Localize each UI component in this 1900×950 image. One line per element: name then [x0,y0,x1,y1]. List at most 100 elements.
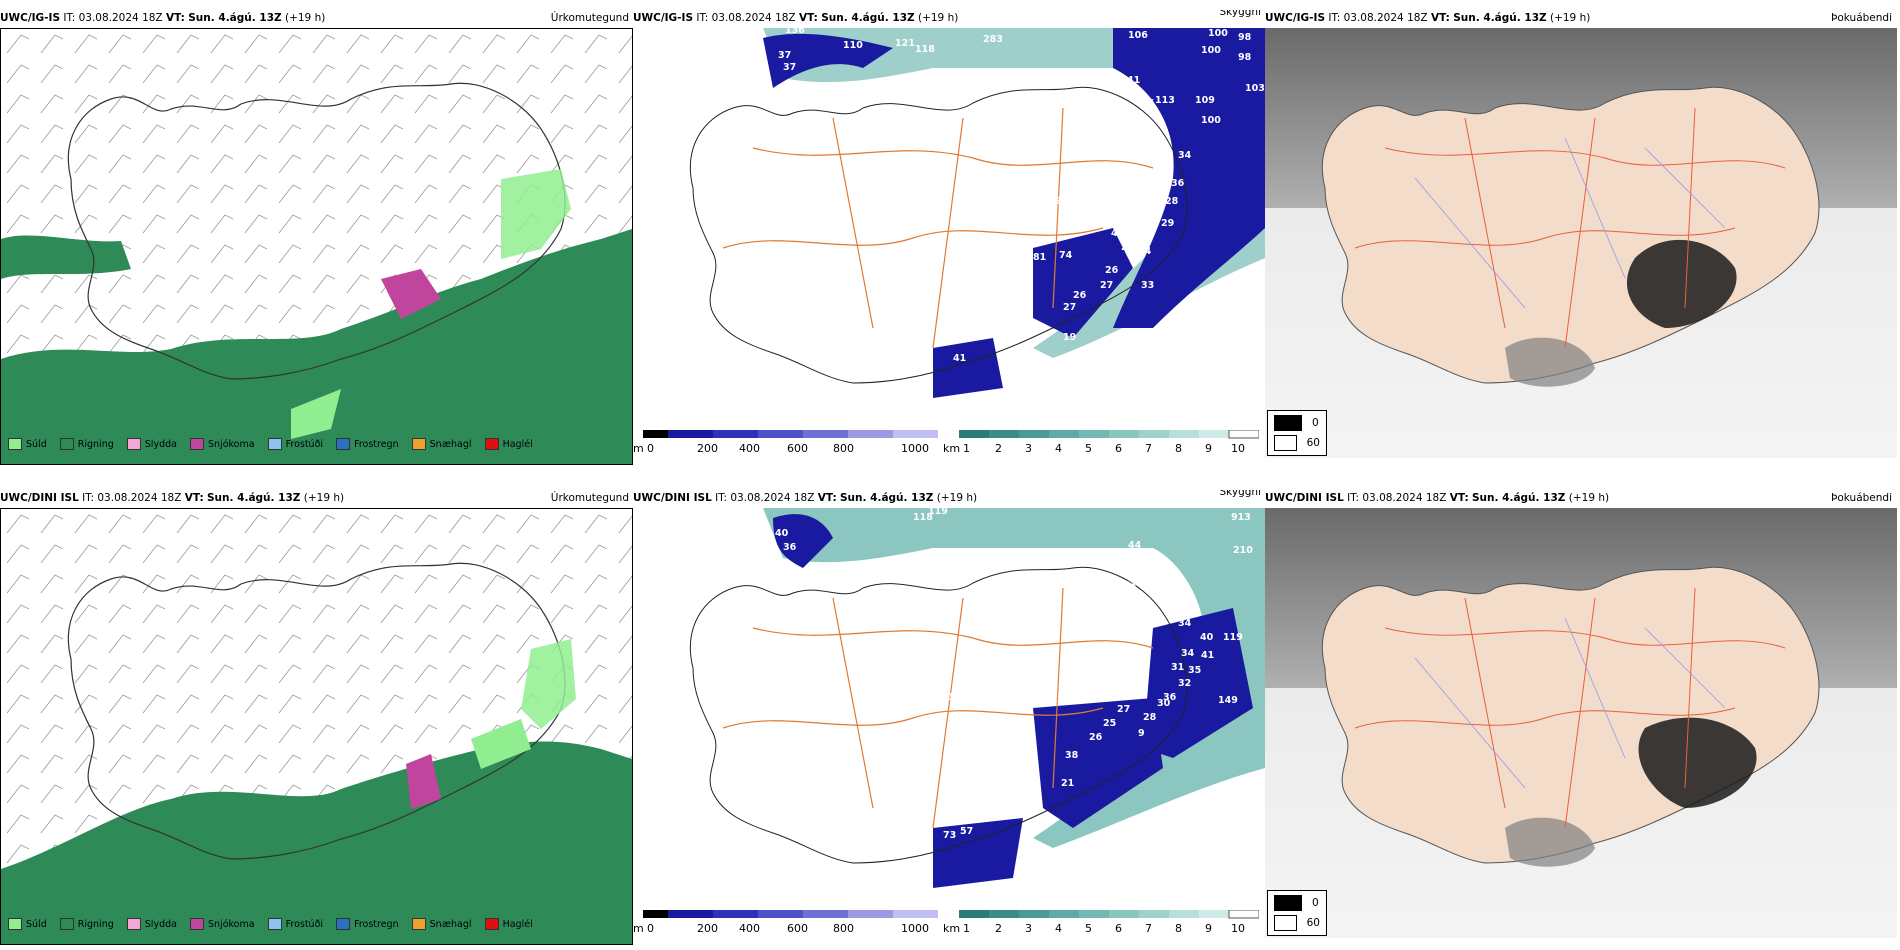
legend-swatch [484,438,499,450]
cloud-label: 36 [1145,210,1159,221]
legend-swatch [336,918,351,930]
legend-swatch [8,438,22,450]
cloud-label: 32 [1178,678,1191,689]
cloud-label: 26 [1073,290,1087,301]
cloud-label: 136 [785,28,805,36]
cloud-label: 61 [941,692,954,703]
cloud-label: 41 [1201,650,1214,661]
ceiling-scale: m 0 200 400 600 800 1000 [633,428,948,465]
cloud-label: 149 [1218,695,1238,706]
legend-item: Rigning [59,438,114,450]
ceiling-tick: 200 [697,442,718,455]
visibility-tick: 6 [1115,922,1122,935]
ceiling-scale: m 0 200 400 600 800 1000 [633,908,948,945]
cloud-label: 79 [738,62,751,73]
fog-swatch [1274,435,1297,451]
visibility-scale: km 1 2 3 4 5 6 7 8 9 10 [943,428,1259,465]
cloud-label: 78 [873,868,887,879]
lead-time: (+19 h) [284,12,326,24]
ceiling-tick: 800 [833,442,854,455]
fog-legend: 0 60 [1267,890,1327,936]
ceiling-tick: 600 [787,442,808,455]
cloud-label: 121 [895,38,915,49]
cloud-label: 26 [983,232,997,243]
legend-swatch [267,438,282,450]
precip-map [0,508,633,945]
legend-item: Rigning [59,918,114,930]
legend-swatch [8,918,22,930]
legend-item: Snæhagl [411,918,472,930]
legend-swatch [411,438,426,450]
cloud-label: 56 [873,365,887,376]
precip-legend: Súld Rigning Slydda Snjókoma Frostúði Fr… [8,918,543,933]
cloud-label: 40 [775,528,789,539]
visibility-colorbar [959,910,1259,919]
legend-swatch [59,438,74,450]
fog-legend-item: 60 [1274,435,1320,451]
ceiling-tick: 0 [647,922,654,935]
cloud-label: 98 [1238,52,1252,63]
cloud-label: 100 [1201,115,1221,126]
visibility-tick: 2 [995,922,1002,935]
cloud-label: 46 [1141,98,1155,109]
it-value: 03.08.2024 18Z [78,12,163,24]
legend-swatch [267,918,282,930]
legend-swatch [190,438,204,450]
panel-title: Þokuábendi [1831,12,1892,24]
fog-legend: 0 60 [1267,410,1327,456]
cloud-label: 36 [1171,178,1185,189]
ceiling-tick: 600 [787,922,808,935]
fog-panel-top: UWC/IG-IS IT: 03.08.2024 18Z VT: Sun. 4.… [1265,10,1900,465]
visibility-tick: 6 [1115,442,1122,455]
cloud-label: 69 [1048,196,1061,207]
panel-title: Skyggni [1219,10,1262,18]
precip-panel-bottom: UWC/DINI ISL IT: 03.08.2024 18Z VT: Sun.… [0,490,633,945]
cloud-label: 57 [1015,696,1028,707]
cloud-label: 21 [1061,778,1074,789]
cloud-label: 45 [873,842,886,853]
visibility-colorbar [959,430,1259,439]
ceiling-colorbar [643,430,938,438]
cloud-label: 36 [1163,692,1177,703]
legend-swatch [336,438,351,450]
cloud-label: 119 [1223,632,1243,643]
cloud-label: 25 [1103,718,1116,729]
iceland-outline [67,82,566,380]
legend-swatch [190,918,204,930]
cloud-label: 35 [1188,665,1201,676]
panel-header: UWC/IG-IS IT: 03.08.2024 18Z VT: Sun. 4.… [1265,12,1892,24]
visibility-tick: 3 [1025,442,1032,455]
cloud-label: 100 [1208,28,1228,39]
visibility-tick: 1 [963,442,970,455]
visibility-tick: 3 [1025,922,1032,935]
cloud-label: 40 [1200,632,1214,643]
cloud-label: 26 [906,862,920,873]
fog-legend-item: 60 [1274,915,1320,931]
cloud-label: 106 [1128,30,1148,41]
panel-title: Þokuábendi [1831,492,1892,504]
cloud-labels-top: 312 136 110 121 118 283 106 100 98 100 9… [655,28,1265,396]
precip-panel-top: UWC/IG-IS IT: 03.08.2024 18Z VT: Sun. 4.… [0,10,633,465]
legend-swatch [59,918,74,930]
precip-legend: Súld Rigning Slydda Snjókoma Frostúði Fr… [8,438,543,453]
cloud-label: 118 [915,44,935,55]
legend-item: Slydda [126,918,177,930]
cloud-map-canvas: 312 136 110 121 118 283 106 100 98 100 9… [633,28,1265,448]
ceiling-unit: m [633,442,644,455]
cloud-label: 27 [1100,280,1113,291]
cloud-label: 38 [1065,750,1079,761]
cloud-label: 110 [843,40,863,51]
cloud-label: 48 [874,385,888,396]
precip-map [0,28,633,465]
visibility-tick: 9 [1205,442,1212,455]
cloud-label: 43 [1111,228,1124,239]
model-name: UWC/IG-IS [633,12,694,24]
fog-map [1265,508,1897,938]
panel-title: Úrkomutegund [550,492,629,504]
cloud-label: 28 [1165,196,1179,207]
legend-swatch [126,918,141,930]
cloud-label: 34 [1138,246,1152,257]
panel-header: UWC/IG-IS IT: 03.08.2024 18Z VT: Sun. 4.… [633,10,1265,26]
legend-swatch [126,438,141,450]
cloud-label: 19 [1063,332,1076,343]
